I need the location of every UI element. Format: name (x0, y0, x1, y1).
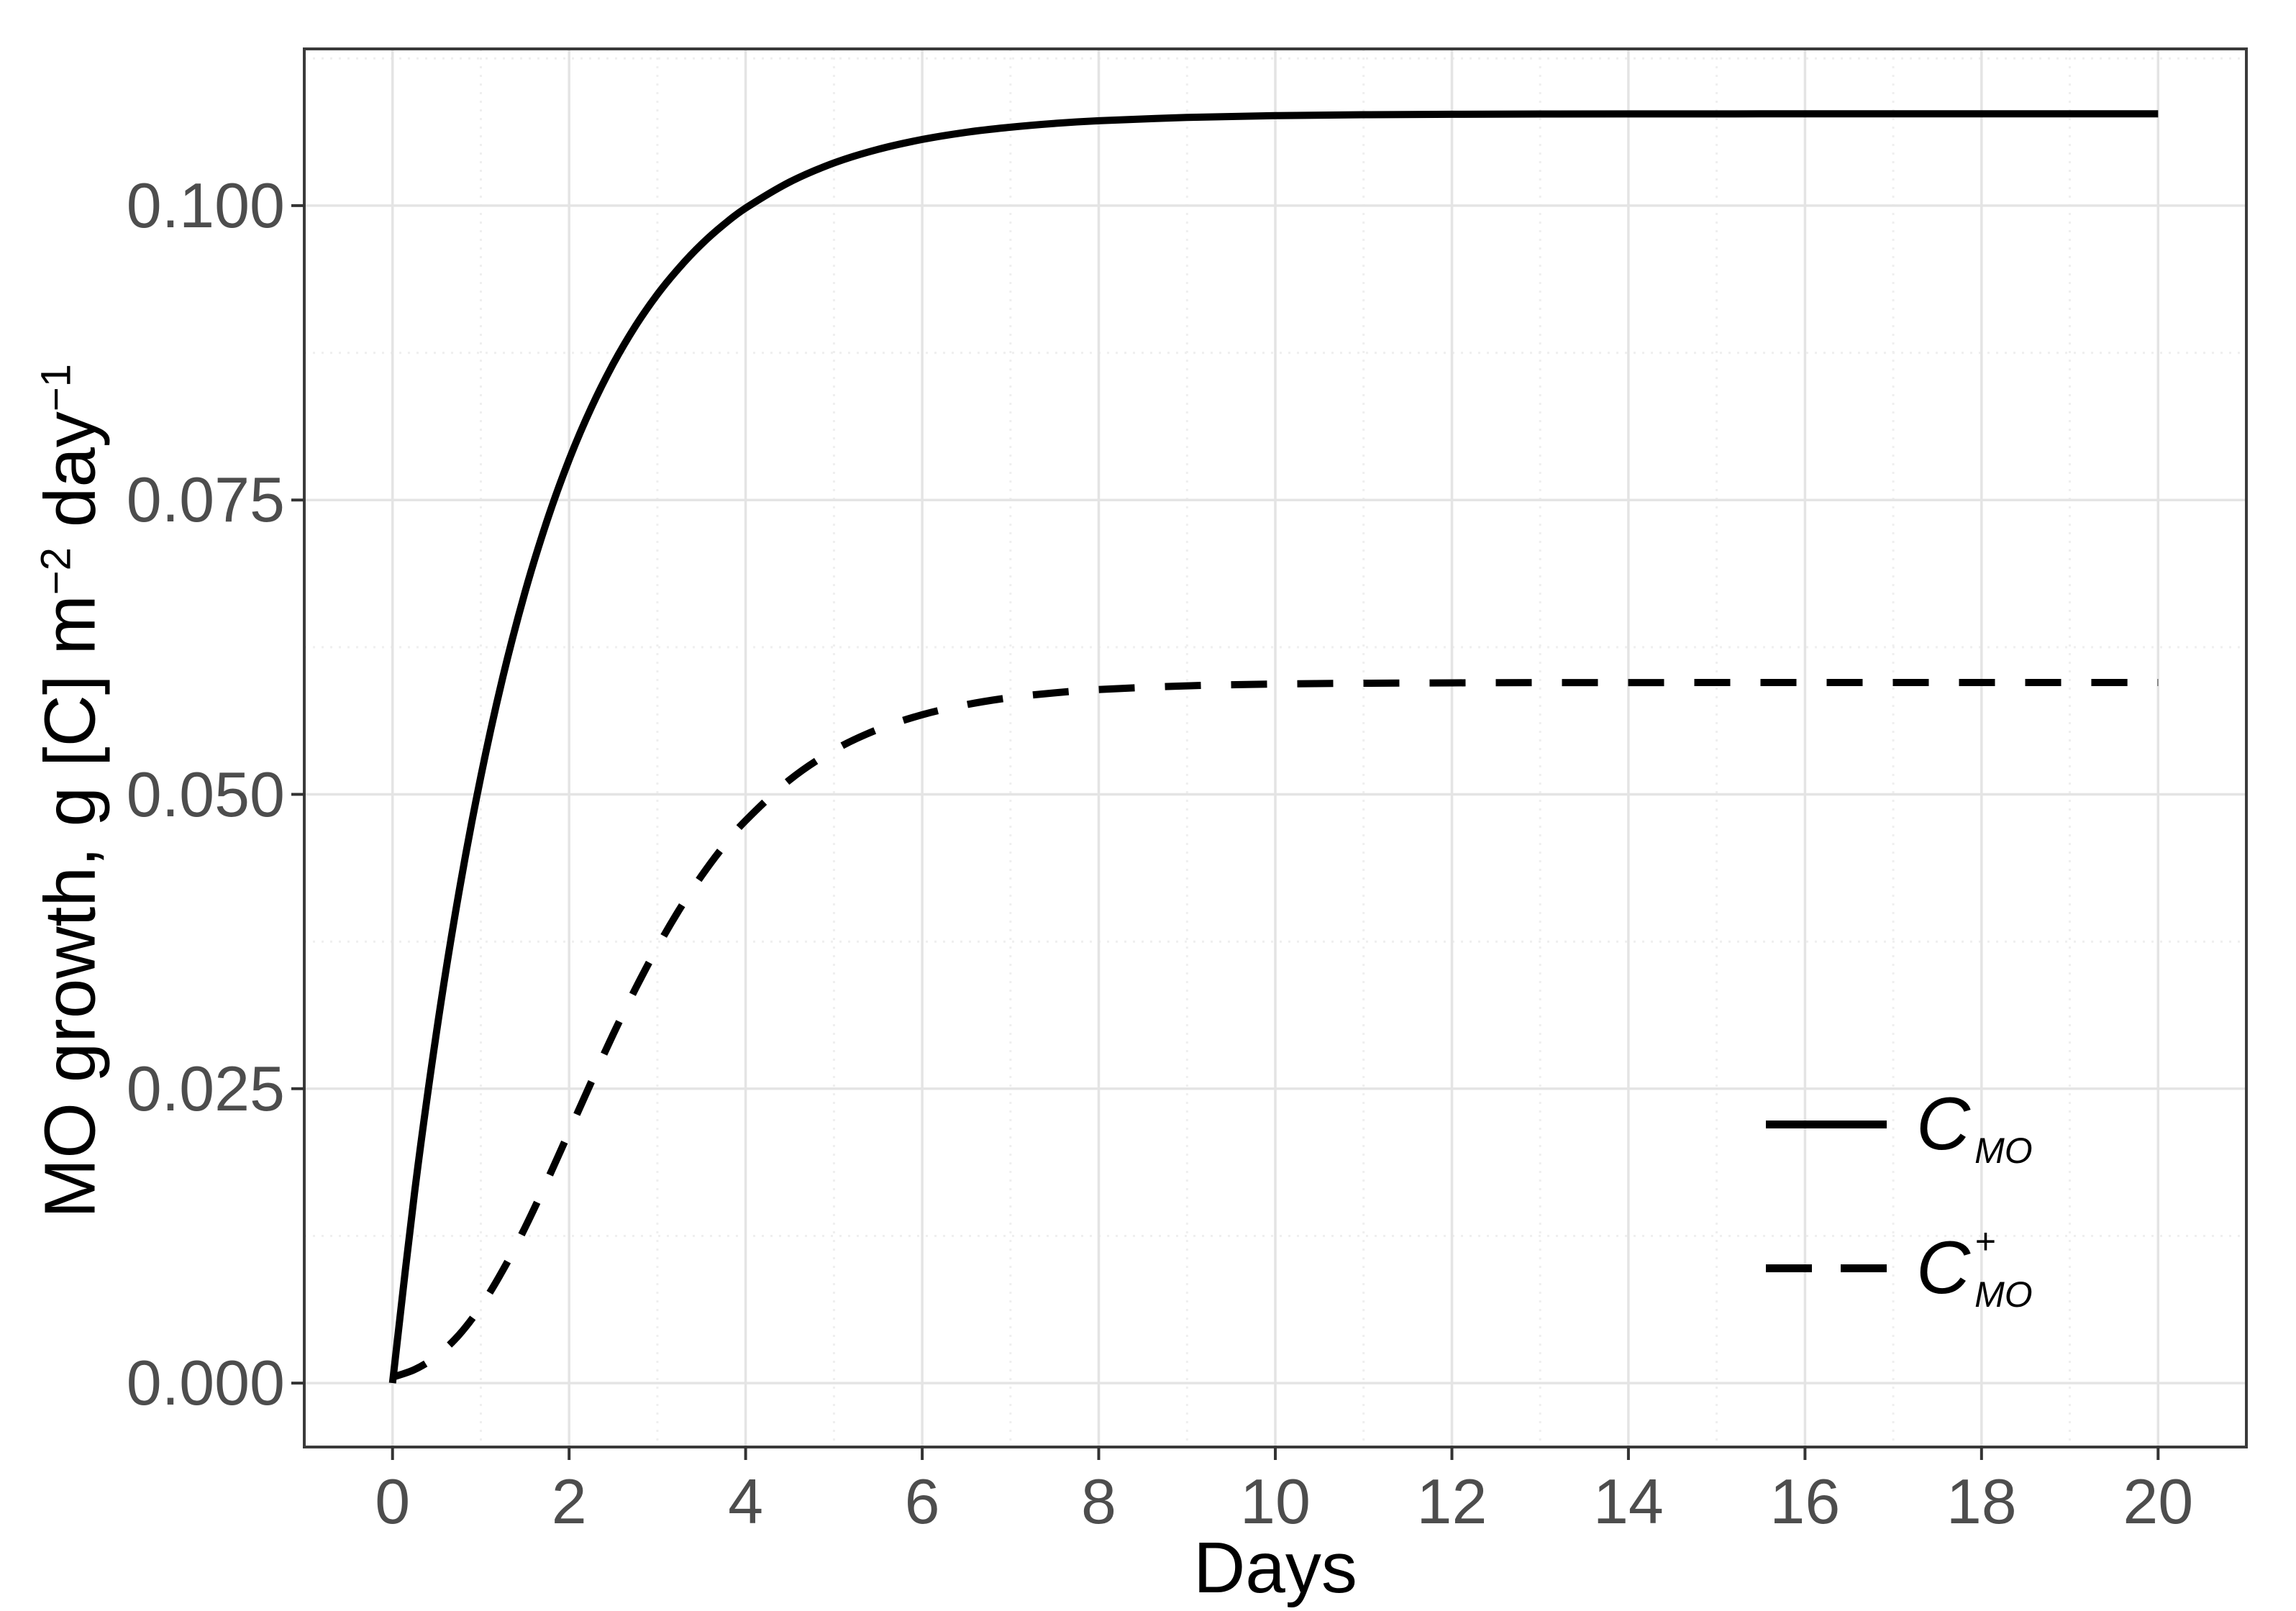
y-axis-title-superscript: −2 (32, 547, 80, 595)
legend-item-cmo-plus: C + MO (1916, 1220, 2039, 1315)
x-tick-label: 6 (904, 1466, 940, 1537)
x-axis-title: Days (1193, 1528, 1357, 1608)
legend-label-cmo-subscript: MO (1974, 1131, 2033, 1171)
y-tick-label: 0.050 (126, 758, 285, 830)
x-tick-label: 8 (1081, 1466, 1116, 1537)
x-tick-label: 14 (1593, 1466, 1664, 1537)
y-axis-title-text: day (29, 411, 111, 548)
legend-label-cmo: C (1916, 1082, 1971, 1166)
legend-key-dash-segment (1766, 1264, 1812, 1272)
legend-key-dash-segment (1841, 1264, 1887, 1272)
legend-label-cmo-plus-script: + MO (1970, 1221, 2039, 1315)
x-tick-label: 0 (375, 1466, 411, 1537)
y-tick-label: 0.000 (126, 1347, 285, 1419)
legend-key-dashed-line (1766, 1264, 1887, 1272)
x-tick-label: 4 (728, 1466, 764, 1537)
y-tick-label: 0.075 (126, 464, 285, 536)
legend-label-cmo-plus: C (1916, 1226, 1971, 1310)
x-tick-label: 16 (1769, 1466, 1841, 1537)
axis-tick-marks (291, 204, 2160, 1460)
gridlines-minor (304, 49, 2246, 1447)
series-C_MO_plus-curve (391, 678, 2159, 1381)
legend-label-cmo-plus-subscript: MO (1974, 1274, 2033, 1315)
x-tick-label: 18 (1946, 1466, 2017, 1537)
x-tick-label: 10 (1240, 1466, 1311, 1537)
y-axis-title-superscript: −1 (32, 363, 80, 412)
legend-key-solid-line (1766, 1121, 1887, 1128)
y-axis-title: MO growth, g [C] m−2 day−1 (19, 363, 111, 1218)
gridlines-major (304, 49, 2246, 1447)
x-tick-label: 2 (551, 1466, 587, 1537)
x-tick-label: 12 (1416, 1466, 1488, 1537)
y-tick-label: 0.100 (126, 169, 285, 241)
y-axis-title-text: MO growth, g [C] m (29, 595, 111, 1219)
y-tick-label: 0.025 (126, 1052, 285, 1124)
legend-label-cmo-script: MO (1970, 1087, 2039, 1171)
x-tick-label: 20 (2123, 1466, 2194, 1537)
legend-item-cmo: C MO (1916, 1077, 2039, 1172)
legend-label-cmo-plus-superscript: + (1974, 1221, 1996, 1261)
series-C_MO-curve (388, 110, 2159, 1384)
